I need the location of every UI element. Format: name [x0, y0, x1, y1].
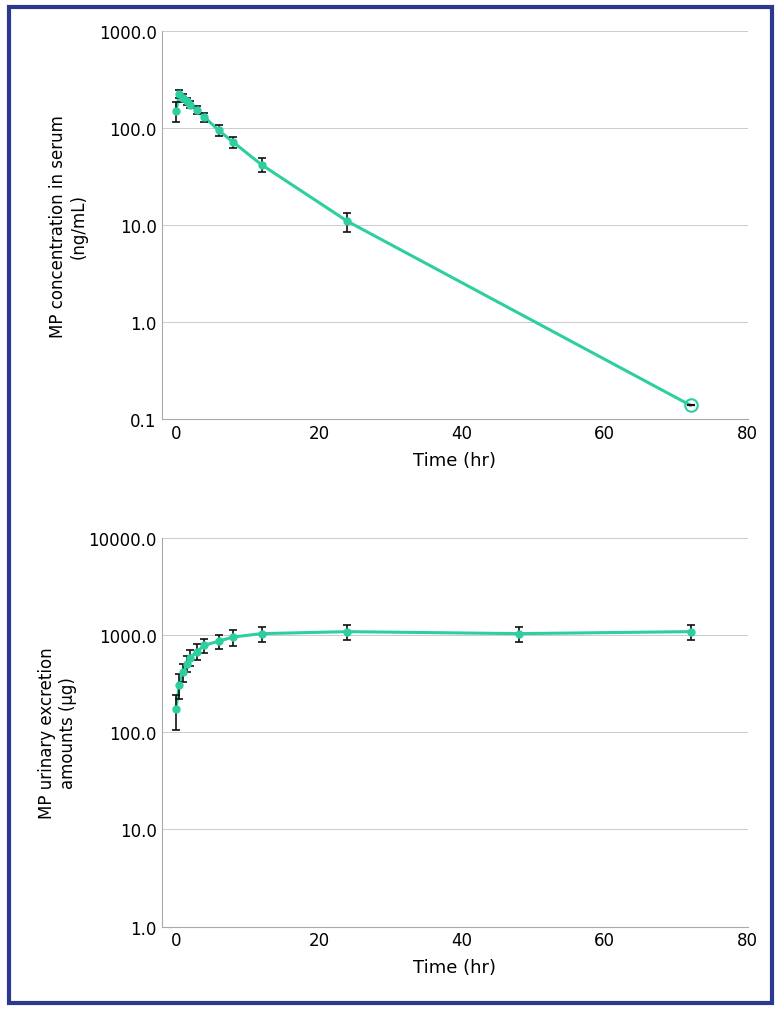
Y-axis label: MP urinary excretion
amounts (μg): MP urinary excretion amounts (μg) [38, 647, 77, 818]
X-axis label: Time (hr): Time (hr) [413, 451, 496, 469]
Y-axis label: MP concentration in serum
(ng/mL): MP concentration in serum (ng/mL) [49, 115, 87, 338]
X-axis label: Time (hr): Time (hr) [413, 957, 496, 976]
